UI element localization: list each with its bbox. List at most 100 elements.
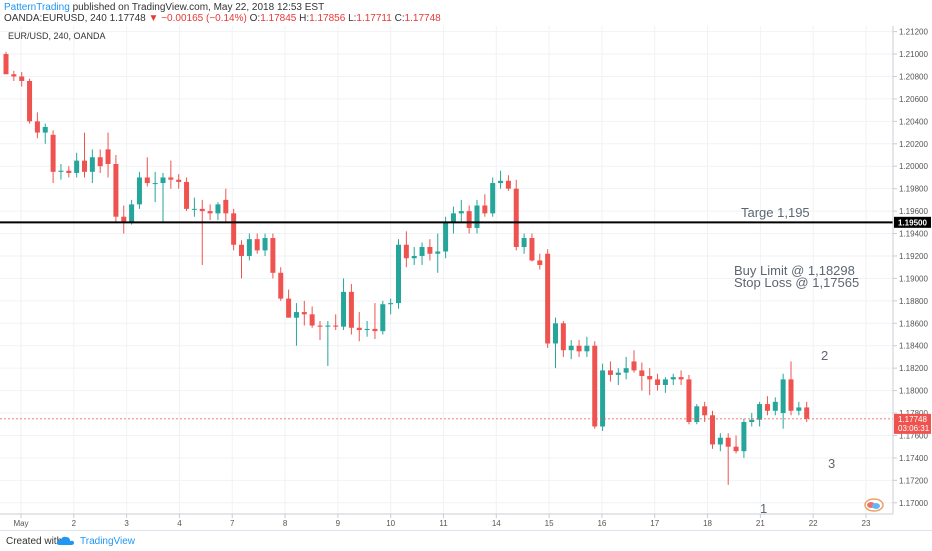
time-tick-label: 2 [72,519,77,528]
candle-body [66,170,72,173]
annotation-stop-loss: Stop Loss @ 1,17565 [734,275,859,290]
candle-body [725,437,731,447]
candle-body [380,304,386,332]
candle-body [348,291,354,328]
candle-body [19,76,25,81]
candle-body [592,345,598,427]
candle-body [655,379,661,385]
candle-body [521,238,527,248]
publish-info: PatternTrading published on TradingView.… [4,2,324,13]
candle-body [356,327,362,331]
price-tick-label: 1.17600 [899,431,928,440]
header: PatternTrading published on TradingView.… [0,0,932,26]
candle-body [647,376,653,380]
price-tick-label: 1.18600 [899,319,928,328]
candle-body [435,251,441,254]
price-axis[interactable]: 1.21200 1.21000 1.20800 1.20600 1.20400 1.202… [893,28,928,508]
change-value: −0.00165 (−0.14%) [161,13,247,24]
close-value: 1.17748 [404,13,441,24]
time-tick-label: 22 [809,519,818,528]
candle-body [309,314,315,326]
chart-title: EUR/USD, 240, OANDA [8,31,106,41]
candle-body [97,157,103,167]
candle-body [27,80,33,122]
candle-body [466,211,472,228]
candle-body [199,208,205,212]
candle-body [482,205,488,214]
time-tick-label: 7 [230,519,235,528]
open-value: 1.17845 [260,13,297,24]
price-tick-label: 1.17200 [899,476,928,485]
price-tick-label: 1.20800 [899,72,928,81]
candle-body [545,253,551,344]
time-axis[interactable]: May 2 3 4 7 8 9 10 11 14 15 16 17 18 21 22 23 [13,514,871,528]
created-with-text: Created with [6,536,63,547]
candle-body [254,239,260,251]
price-tick-label: 1.18200 [899,364,928,373]
candle-body [372,328,378,332]
candle-body [184,181,190,209]
candle-body [270,238,276,273]
candle-body [474,205,480,228]
price-tick-label: 1.19600 [899,207,928,216]
candle-body [231,213,237,245]
candle-body [42,126,48,133]
candle-body [584,345,590,352]
candle-body [333,325,339,327]
candle-body [670,377,676,380]
price-tick-label: 1.19000 [899,274,928,283]
annotation-point-1: 1 [760,501,767,516]
candle-body [804,407,810,419]
price-tick-label: 1.21000 [899,50,928,59]
candle-body [498,180,504,184]
candle-body [717,437,723,445]
candle-body [74,160,80,173]
candle-body [3,54,9,75]
candle-body [286,298,292,318]
candle-body [89,157,95,172]
candle-body [50,134,56,172]
candle-body [772,401,778,411]
time-tick-label: 3 [124,519,129,528]
time-tick-label: 9 [336,519,341,528]
low-value: 1.17711 [356,13,392,24]
candle-body [403,244,409,259]
candle-body [694,406,700,423]
candle-body [11,74,17,77]
candle-body [639,370,645,377]
candle-body [686,379,692,423]
annotation-point-2: 2 [821,348,828,363]
countdown-label: 03:06:31 [898,424,930,433]
candle-body [615,372,621,375]
candle-body [262,238,268,251]
current-price-tag: 1.17748 03:06:31 [894,413,931,434]
candle-body [443,222,449,252]
quote-row: OANDA:EURUSD, 240 1.17748 ▼ −0.00165 (−0… [4,13,441,24]
candle-body [364,328,370,331]
author-link[interactable]: PatternTrading [4,2,70,13]
candle-body [505,180,511,189]
candle-body [764,404,770,411]
candle-body [113,163,119,217]
candle-body [411,255,417,259]
level-price-tag: 1.19500 [894,216,931,228]
time-tick-label: 18 [703,519,712,528]
price-tick-label: 1.17400 [899,454,928,463]
candle-body [301,312,307,315]
price-tick-label: 1.19400 [899,230,928,239]
candle-body [58,170,64,172]
time-tick-label: May [13,519,28,528]
tradingview-link[interactable]: TradingView [80,536,136,547]
candle-body [34,121,40,133]
candle-body [600,370,606,427]
price-tick-label: 1.18400 [899,342,928,351]
candle-body [513,188,519,248]
symbol-label: OANDA:EURUSD, 240 [4,13,107,24]
level-price-label: 1.19500 [898,218,927,227]
time-tick-label: 4 [177,519,182,528]
price-tick-label: 1.21200 [899,28,928,37]
candle-body [207,211,213,214]
time-tick-label: 10 [386,519,395,528]
candle-body [702,406,708,416]
candlestick-chart[interactable]: EUR/USD, 240, OANDA 1.21200 1.21000 1.2080… [0,26,932,530]
